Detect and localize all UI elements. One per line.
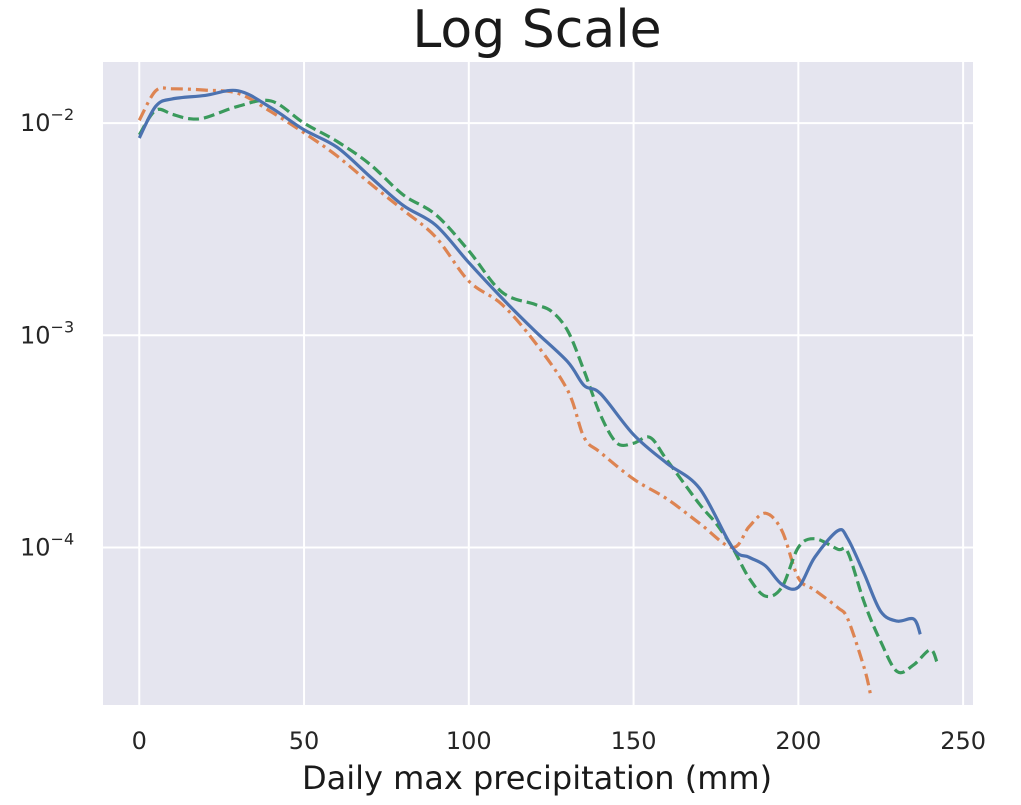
y-tick-labels: 10−2 10−3 10−4 — [20, 105, 74, 561]
x-tick-label: 150 — [611, 727, 657, 755]
grid — [103, 62, 973, 705]
series-line-solid — [137, 88, 922, 635]
chart-title: Log Scale — [412, 0, 661, 60]
series-line-dashed — [137, 98, 939, 675]
series-layer — [137, 86, 939, 697]
y-tick-label: 10−4 — [20, 529, 74, 561]
y-tick-label: 10−3 — [20, 317, 74, 349]
x-axis-label: Daily max precipitation (mm) — [302, 759, 772, 797]
series-line-dashdot — [137, 86, 873, 697]
y-tick-label: 10−2 — [20, 105, 74, 137]
x-tick-label: 0 — [132, 727, 147, 755]
plot-area — [103, 62, 973, 705]
x-tick-labels: 0 50 100 150 200 250 — [132, 727, 986, 755]
x-tick-label: 200 — [775, 727, 821, 755]
x-tick-label: 100 — [446, 727, 492, 755]
x-tick-label: 250 — [940, 727, 986, 755]
x-tick-label: 50 — [289, 727, 320, 755]
